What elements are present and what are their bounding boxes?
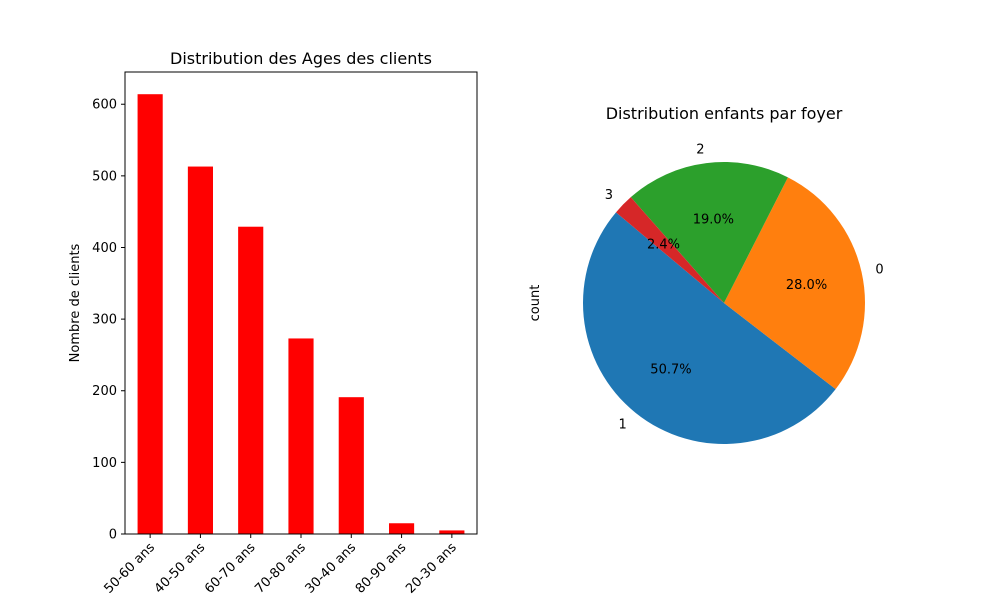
pie-percent-label: 50.7% bbox=[650, 362, 691, 377]
bar-chart-title: Distribution des Ages des clients bbox=[170, 49, 432, 68]
pie-slice bbox=[583, 212, 836, 444]
bar bbox=[338, 397, 364, 534]
pie-chart-labels: 50.7% 1 28.0% 0 19.0% 2 2.4% 3 bbox=[605, 143, 884, 433]
y-tick-label: 500 bbox=[92, 169, 117, 184]
y-tick-label: 400 bbox=[92, 241, 117, 256]
pie-category-label: 3 bbox=[605, 188, 613, 203]
bar bbox=[439, 530, 465, 534]
pie-chart: Distribution enfants par foyer count 50.… bbox=[528, 104, 884, 444]
y-tick-label: 100 bbox=[92, 456, 117, 471]
pie-slice bbox=[615, 197, 724, 303]
pie-chart-title: Distribution enfants par foyer bbox=[606, 104, 843, 123]
y-tick-label: 300 bbox=[92, 313, 117, 328]
pie-percent-label: 2.4% bbox=[647, 237, 680, 252]
bar bbox=[288, 338, 314, 534]
bar bbox=[238, 226, 264, 534]
pie-slice bbox=[630, 161, 788, 303]
pie-chart-ylabel: count bbox=[528, 285, 543, 322]
bar-chart-frame bbox=[124, 71, 478, 535]
pie-slice bbox=[724, 177, 865, 390]
bar bbox=[137, 94, 163, 534]
pie-category-label: 1 bbox=[618, 417, 626, 432]
y-tick-label: 0 bbox=[109, 528, 117, 543]
bar bbox=[389, 523, 415, 534]
y-tick-label: 600 bbox=[92, 98, 117, 113]
bar bbox=[187, 166, 213, 535]
y-tick-label: 200 bbox=[92, 384, 117, 399]
bar-chart-ylabel: Nombre de clients bbox=[68, 243, 83, 362]
pie-percent-label: 19.0% bbox=[693, 213, 734, 228]
pie-category-label: 0 bbox=[875, 262, 883, 277]
pie-percent-label: 28.0% bbox=[786, 278, 827, 293]
pie-chart-slices bbox=[583, 161, 865, 444]
pie-category-label: 2 bbox=[696, 143, 704, 158]
bar-chart-bars bbox=[137, 94, 465, 535]
